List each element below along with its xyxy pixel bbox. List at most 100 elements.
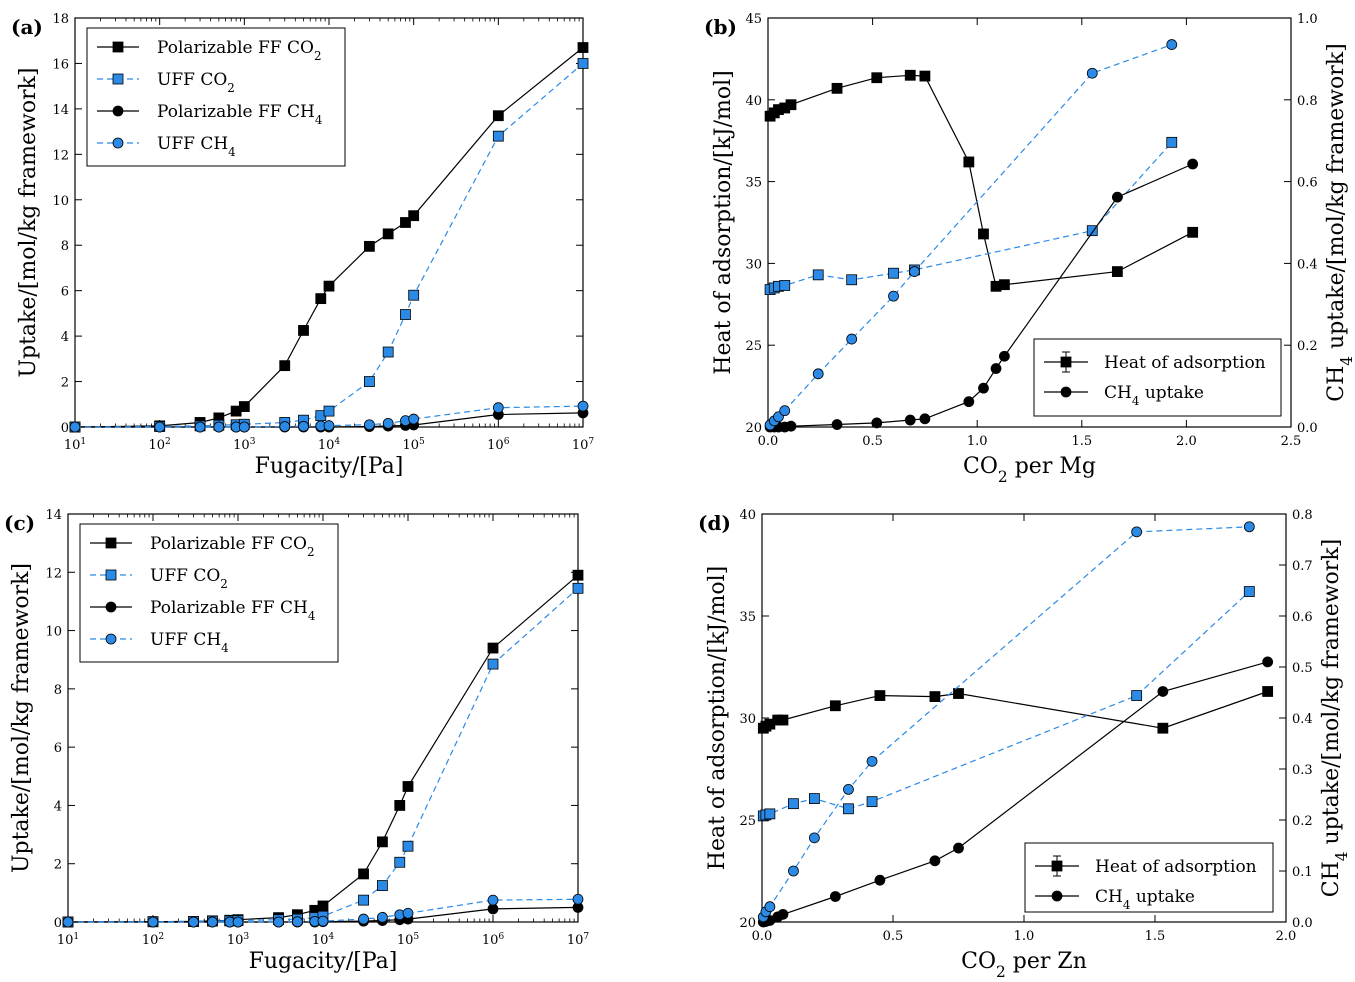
label-part: 14 [52,103,69,118]
label-part: 1.0 [1297,12,1318,27]
series [757,686,1274,734]
legend-label: Polarizable FF CH4 [150,598,315,623]
y2-tick-label: 0.6 [1297,176,1318,191]
data-point [1243,521,1255,533]
data-point [788,798,799,810]
data-point [779,405,791,417]
label-part: 1.0 [1014,929,1035,944]
legend-label: UFF CH4 [150,630,229,655]
label-part: CH [1319,861,1344,897]
data-point [317,915,329,927]
x-tick-label: 102 [142,932,164,948]
label-part: Polarizable FF CO [157,38,314,58]
label-part: 40 [739,508,756,523]
label-part: 0.4 [1297,257,1318,272]
data-point [990,363,1002,374]
label-part: 0.5 [862,434,883,449]
label-part: 6 [498,932,504,942]
label-part: uptake/[mol/kg framework] [1319,539,1344,852]
label-part: 0.8 [1292,508,1313,523]
data-point [888,267,899,279]
data-point [382,417,394,429]
y-tick-label: 6 [54,741,62,756]
data-point [785,99,797,111]
y-tick-label: 10 [45,625,62,640]
label-part: 8 [54,683,62,698]
y2-tick-label: 0.8 [1297,94,1318,109]
label-part: 0.5 [883,929,904,944]
chart-panel-c: 101 102 103 104 105 106 10702468101214Fugacity… [4,508,589,974]
x-tick-label: 1.0 [967,434,988,449]
label-part: 4 [334,437,340,447]
label-part: 1 [73,932,79,942]
legend-marker [1051,860,1063,872]
y-tick-label: 14 [52,103,69,118]
data-point [929,691,941,702]
data-point [831,82,843,94]
y2-tick-label: 0.3 [1292,763,1313,778]
data-point [788,865,799,877]
label-part: 10 [45,625,62,640]
label-part: 4 [308,609,316,623]
series-line [67,587,579,923]
label-part: 0.6 [1292,610,1313,625]
y-tick-label: 20 [739,916,756,931]
legend-marker [1060,386,1072,398]
label-part: 3 [243,932,249,942]
label-part: Heat of adsorption [1095,857,1257,877]
data-point [831,419,843,430]
data-point [874,874,886,886]
data-point [323,405,335,417]
data-point [998,350,1010,362]
label-part: (a) [11,15,43,39]
data-point [871,72,883,84]
x-axis-label: CO2 per Zn [961,949,1087,981]
data-point [487,894,499,906]
data-point [400,309,411,320]
label-part: 4 [61,330,69,345]
label-part: Polarizable FF CO [150,534,307,554]
label-part: 2 [220,577,228,591]
x-tick-label: 104 [318,437,341,453]
data-point [953,688,964,699]
y-tick-label: 25 [739,814,756,829]
data-point [382,228,394,240]
label-part: 0.5 [1292,661,1313,676]
data-point [69,421,81,433]
label-part: 2 [165,437,171,447]
legend-marker [112,105,124,117]
label-part: per Zn [1006,949,1087,974]
legend-marker [105,569,117,581]
data-point [408,289,420,301]
data-point [232,916,244,928]
label-part: 0 [54,916,62,931]
label-part: 12 [52,148,69,163]
data-point [1187,158,1199,170]
legend-marker [1051,890,1063,902]
data-point [492,110,504,122]
legend-marker [112,137,124,149]
label-part: 10 [142,933,159,948]
legend-label: UFF CH4 [157,134,236,159]
legend-label: Polarizable FF CO2 [150,534,315,559]
y-tick-label: 30 [745,257,762,272]
y-tick-label: 0 [61,421,69,436]
data-point [577,58,589,69]
legend-label: CH4 uptake [1095,887,1195,912]
data-point [147,916,159,928]
label-part: 6 [54,741,62,756]
data-point [812,269,824,281]
label-part: uptake [1130,887,1195,907]
data-point [492,130,504,142]
y-tick-label: 35 [739,610,756,625]
data-point [572,569,584,581]
label-part: 4 [54,799,62,814]
label-part: 0.0 [752,929,773,944]
x-tick-label: 2.5 [1281,434,1302,449]
data-point [492,402,504,414]
y-axis-label: Uptake/[mol/kg framework] [16,67,41,377]
data-point [843,803,854,815]
y2-tick-label: 0.0 [1292,916,1313,931]
label-part: 10 [482,933,499,948]
label-part: CH [1324,366,1349,402]
